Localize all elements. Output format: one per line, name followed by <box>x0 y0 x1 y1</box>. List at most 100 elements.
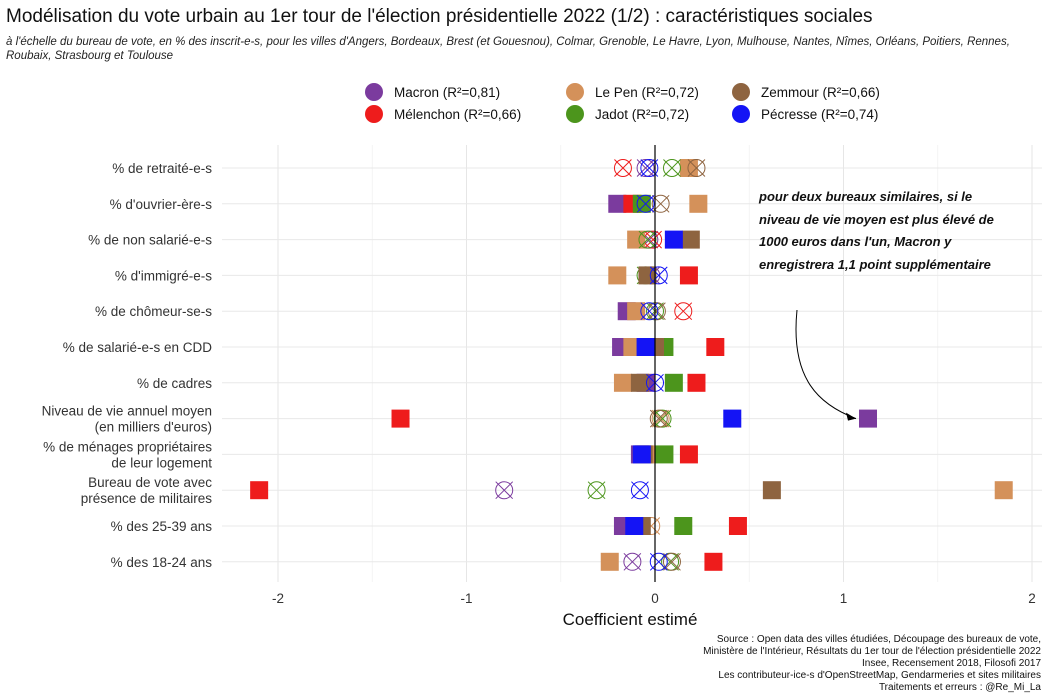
marker-circled-cross <box>638 230 657 249</box>
legend-swatch <box>566 83 584 101</box>
x-tick-label: -2 <box>272 591 284 606</box>
marker-circled-cross <box>636 194 655 213</box>
marker-cross-line <box>648 302 666 321</box>
marker-circle <box>662 552 681 571</box>
marker-circle <box>636 194 655 213</box>
legend-swatch <box>732 83 750 101</box>
marker-circle <box>636 159 655 177</box>
marker-square <box>679 159 698 177</box>
caption-line: Source : Open data des villes étudiées, … <box>716 634 1041 645</box>
y-axis-label: % de ménages propriétaires de leur logeme… <box>43 439 212 470</box>
marker-cross-line <box>614 159 632 177</box>
y-axis-label: % de cadres <box>137 376 212 391</box>
marker-cross-line <box>623 552 642 571</box>
marker-cross-line <box>663 159 681 177</box>
source-caption: Source : Open data des villes étudiées, … <box>703 634 1041 694</box>
y-axis-label: Niveau de vie annuel moyen (en milliers d… <box>42 404 212 435</box>
y-axis-label: % de salarié-e-s en CDD <box>63 340 213 355</box>
annotation-arrowhead <box>846 412 857 421</box>
marker-circled-cross <box>587 481 606 500</box>
marker-circled-cross <box>662 552 681 571</box>
marker-square <box>679 266 698 285</box>
legend-label: Le Pen (R²=0,72) <box>595 85 699 100</box>
marker-square <box>613 373 632 392</box>
marker-cross-line <box>663 552 681 571</box>
marker-square <box>625 517 644 535</box>
marker-circled-cross <box>623 552 642 571</box>
marker-circled-cross <box>636 159 655 177</box>
marker-circle <box>674 302 693 321</box>
legend-swatch <box>732 105 750 123</box>
marker-cross-line <box>495 481 514 500</box>
legend-label: Zemmour (R²=0,66) <box>761 85 880 100</box>
y-axis-label: % de chômeur-se-s <box>95 304 212 319</box>
y-axis-label: % d'immigré-e-s <box>115 268 212 283</box>
marker-square <box>664 230 683 249</box>
marker-square <box>608 194 627 213</box>
x-tick-label: -1 <box>460 591 472 606</box>
marker-square <box>679 445 698 464</box>
marker-circle <box>630 481 649 500</box>
marker-circled-cross <box>649 266 668 285</box>
x-tick-label: 2 <box>1028 591 1036 606</box>
marker-square <box>636 338 655 356</box>
marker-square <box>859 409 878 428</box>
marker-circle <box>647 302 666 321</box>
y-axis-label: % de non salarié-e-s <box>88 233 212 248</box>
annotation-arrow-layer <box>795 309 857 421</box>
marker-square <box>687 373 706 392</box>
y-axis-label: % de retraité-e-s <box>112 161 212 176</box>
y-axis-label: Bureau de vote avec présence de militaire… <box>81 475 213 506</box>
marker-circled-cross <box>647 302 666 321</box>
caption-line: Les contributeur-ice-s d'OpenStreetMap, … <box>718 670 1041 681</box>
caption-line: Traitements et erreurs : @Re_Mi_La <box>878 682 1041 693</box>
marker-circled-cross <box>649 552 668 571</box>
marker-cross-line <box>649 552 668 571</box>
marker-square <box>994 481 1013 500</box>
marker-square <box>632 445 651 464</box>
marker-circled-cross <box>630 481 649 500</box>
marker-cross-line <box>687 159 706 177</box>
marker-circle <box>649 552 668 571</box>
marker-square <box>674 517 693 535</box>
y-axis-label: % des 18-24 ans <box>111 555 213 570</box>
marker-circle <box>649 266 668 285</box>
annotation-text: pour deux bureaux similaires, si le nive… <box>759 189 994 272</box>
marker-square <box>250 481 269 500</box>
marker-square <box>681 230 700 249</box>
legend: Macron (R²=0,81) Le Pen (R²=0,72) Zemmour … <box>365 83 880 123</box>
marks-layer <box>250 145 1013 582</box>
marker-square <box>762 481 781 500</box>
marker-circled-cross <box>495 481 514 500</box>
marker-circle <box>651 194 670 213</box>
annotation-arrow <box>795 309 857 420</box>
marker-square <box>627 302 646 321</box>
marker-square <box>632 194 651 213</box>
marker-circled-cross <box>613 159 632 177</box>
marker-circle <box>662 159 681 177</box>
legend-swatch <box>566 105 584 123</box>
marker-cross-line <box>638 230 657 249</box>
marker-cross-line <box>649 409 668 428</box>
y-axis-label: % d'ouvrier-ère-s <box>110 197 213 212</box>
marker-circled-cross <box>662 159 681 177</box>
marker-circle <box>653 409 672 428</box>
marker-cross-line <box>674 302 693 321</box>
marker-circle <box>495 481 514 500</box>
marker-circle <box>587 481 606 500</box>
chart-title: Modélisation du vote urbain au 1er tour … <box>6 6 873 27</box>
marker-circled-cross <box>687 159 706 177</box>
marker-circle <box>640 159 659 177</box>
y-axis-labels: % de retraité-e-s % d'ouvrier-ère-s % de n… <box>42 161 213 570</box>
marker-circle <box>649 409 668 428</box>
marker-cross-line <box>653 409 672 428</box>
marker-square <box>704 552 723 571</box>
marker-circled-cross <box>653 409 672 428</box>
marker-circle <box>613 159 632 177</box>
chart-subtitle: à l'échelle du bureau de vote, en % des … <box>6 36 1010 62</box>
marker-cross-line <box>649 266 668 285</box>
marker-cross-line <box>636 159 655 177</box>
marker-circled-cross <box>674 302 693 321</box>
caption-line: Ministère de l'Intérieur, Résultats du 1… <box>703 646 1041 657</box>
